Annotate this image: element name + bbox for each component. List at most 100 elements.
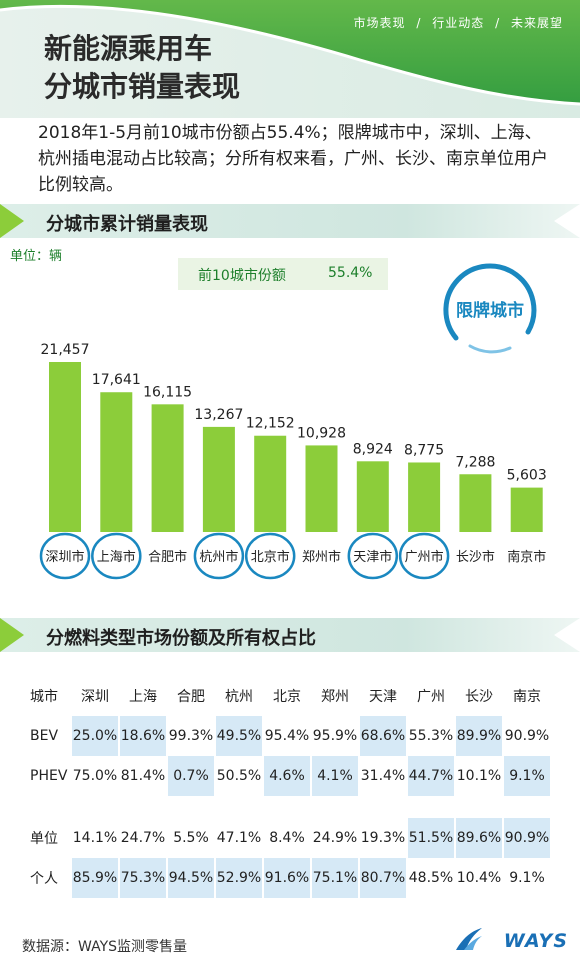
category-label: 郑州市 bbox=[302, 549, 341, 565]
category-label: 合肥市 bbox=[148, 549, 187, 565]
table-cell: 10.4% bbox=[456, 870, 502, 886]
bar-value-label: 21,457 bbox=[41, 342, 90, 358]
table-cell: 49.5% bbox=[216, 716, 262, 756]
table-col-header: 深圳 bbox=[81, 689, 109, 705]
table-row: BEV 25.0% 18.6% 99.3% 49.5% 95.4% 95.9% 68.6% 55… bbox=[30, 716, 550, 756]
table-col-header: 长沙 bbox=[465, 689, 493, 705]
intro-text: 2018年1-5月前10城市份额占55.4%；限牌城市中，深圳、上海、杭州插电混… bbox=[38, 123, 548, 195]
table-row: 单位 14.1% 24.7% 5.5% 47.1% 8.4% 24.9% 19.3% 51.5%… bbox=[30, 818, 550, 858]
header-wave-decoration bbox=[0, 0, 580, 118]
table-cell: 89.6% bbox=[456, 818, 502, 858]
bar-value-label: 17,641 bbox=[92, 372, 141, 388]
bar-value-label: 16,115 bbox=[143, 384, 192, 400]
restricted-city-ring-icon bbox=[443, 263, 537, 354]
bar bbox=[459, 474, 492, 532]
section-title: 分燃料类型市场份额及所有权占比 bbox=[46, 628, 316, 649]
table-cell: 4.6% bbox=[264, 756, 310, 796]
data-source: 数据源：WAYS监测零售量 bbox=[22, 939, 188, 955]
table-cell: 94.5% bbox=[168, 858, 214, 898]
bar bbox=[100, 392, 133, 532]
table-cell: 0.7% bbox=[168, 756, 214, 796]
table-cell: 90.9% bbox=[504, 818, 550, 858]
top10-share-value: 55.4% bbox=[328, 265, 373, 281]
table-cell: 55.3% bbox=[408, 728, 454, 744]
nav-outlook[interactable]: 未来展望 bbox=[510, 16, 563, 30]
table-cell: 9.1% bbox=[504, 756, 550, 796]
top10-share-box: 前10城市份额 55.4% bbox=[178, 258, 388, 290]
top10-share-label: 前10城市份额 bbox=[198, 268, 286, 284]
table-cell: 48.5% bbox=[408, 870, 454, 886]
table-cell: 9.1% bbox=[509, 870, 545, 886]
table-cell: 31.4% bbox=[360, 768, 406, 784]
table-cell: 24.7% bbox=[120, 830, 166, 846]
restricted-city-circle bbox=[398, 532, 450, 580]
page-title-line1: 新能源乘用车 bbox=[44, 32, 213, 65]
table-col-header: 合肥 bbox=[177, 689, 205, 705]
fuel-ownership-table: 城市 深圳 上海 合肥 杭州 北京 郑州 天津 广州 长沙 南京 BEV 25.0… bbox=[28, 676, 552, 898]
page-title: 新能源乘用车 分城市销量表现 bbox=[44, 30, 240, 106]
bar bbox=[49, 362, 81, 532]
restricted-city-circle bbox=[193, 532, 245, 580]
table-row-label: PHEV bbox=[30, 768, 68, 784]
section-header-fuel-share: 分燃料类型市场份额及所有权占比 bbox=[0, 618, 580, 652]
table-cell: 75.3% bbox=[120, 858, 166, 898]
table-cell: 81.4% bbox=[120, 768, 166, 784]
bar-value-label: 13,267 bbox=[194, 407, 243, 423]
bar bbox=[510, 487, 543, 532]
bar bbox=[202, 426, 235, 532]
bar-value-label: 7,288 bbox=[455, 454, 495, 470]
restricted-city-circle bbox=[39, 532, 91, 580]
page-title-line2: 分城市销量表现 bbox=[44, 70, 241, 103]
nav-market[interactable]: 市场表现 bbox=[353, 16, 406, 30]
bar bbox=[408, 462, 441, 532]
table-row-label: 个人 bbox=[30, 871, 58, 887]
ways-logo: WAYS bbox=[503, 930, 568, 952]
table-cell: 50.5% bbox=[216, 768, 262, 784]
table-col-header: 上海 bbox=[129, 689, 157, 705]
section-marker-icon bbox=[0, 204, 24, 238]
bar-value-label: 5,603 bbox=[507, 468, 547, 484]
table-cell: 5.5% bbox=[173, 830, 209, 846]
restricted-city-label: 限牌城市 bbox=[456, 301, 524, 321]
section-tail-decoration bbox=[554, 618, 580, 652]
table-row-label: 单位 bbox=[30, 831, 58, 847]
top-nav: 市场表现 / 行业动态 / 未来展望 bbox=[351, 14, 566, 31]
category-label: 北京市 bbox=[251, 549, 290, 565]
table-cell: 95.9% bbox=[312, 728, 358, 744]
section-header-city-sales: 分城市累计销量表现 bbox=[0, 204, 580, 238]
nav-industry[interactable]: 行业动态 bbox=[432, 16, 485, 30]
city-sales-bar-chart: 21,457 深圳市 17,641 上海市 16,115 合肥市 13,267 杭州市 12,1… bbox=[39, 342, 547, 580]
table-cell: 51.5% bbox=[408, 818, 454, 858]
table-col-header: 南京 bbox=[513, 689, 541, 705]
table-col-header: 北京 bbox=[273, 689, 301, 705]
table-cell: 75.0% bbox=[72, 768, 118, 784]
table-cell: 44.7% bbox=[408, 756, 454, 796]
table-cell: 4.1% bbox=[312, 756, 358, 796]
nav-separator: / bbox=[416, 16, 422, 30]
table-cell: 8.4% bbox=[269, 830, 305, 846]
table-cell: 85.9% bbox=[72, 858, 118, 898]
category-label: 上海市 bbox=[97, 549, 136, 565]
restricted-city-circle bbox=[91, 532, 142, 580]
table-spacer bbox=[30, 796, 550, 818]
table-row: 个人 85.9% 75.3% 94.5% 52.9% 91.6% 75.1% 80.7% 48.… bbox=[30, 858, 550, 898]
section-tail-decoration bbox=[554, 204, 580, 238]
header: 市场表现 / 行业动态 / 未来展望 新能源乘用车 分城市销量表现 bbox=[0, 0, 580, 118]
bar bbox=[356, 461, 389, 532]
category-label: 南京市 bbox=[507, 549, 546, 565]
table-cell: 99.3% bbox=[168, 728, 214, 744]
table-cell: 14.1% bbox=[72, 830, 118, 846]
table-cell: 75.1% bbox=[312, 858, 358, 898]
restricted-city-circle bbox=[347, 532, 399, 580]
table-cell: 90.9% bbox=[504, 728, 550, 744]
category-label: 深圳市 bbox=[45, 549, 84, 565]
table-cell: 25.0% bbox=[72, 716, 118, 756]
table-col-header: 杭州 bbox=[225, 689, 253, 705]
category-label: 长沙市 bbox=[456, 549, 495, 565]
bar-value-label: 8,775 bbox=[404, 442, 444, 458]
table-header-row: 城市 深圳 上海 合肥 杭州 北京 郑州 天津 广州 长沙 南京 bbox=[30, 676, 550, 716]
restricted-city-circle bbox=[244, 532, 296, 580]
table-corner: 城市 bbox=[30, 689, 58, 705]
table-row-label: BEV bbox=[30, 728, 59, 744]
bar-value-label: 10,928 bbox=[297, 425, 346, 441]
